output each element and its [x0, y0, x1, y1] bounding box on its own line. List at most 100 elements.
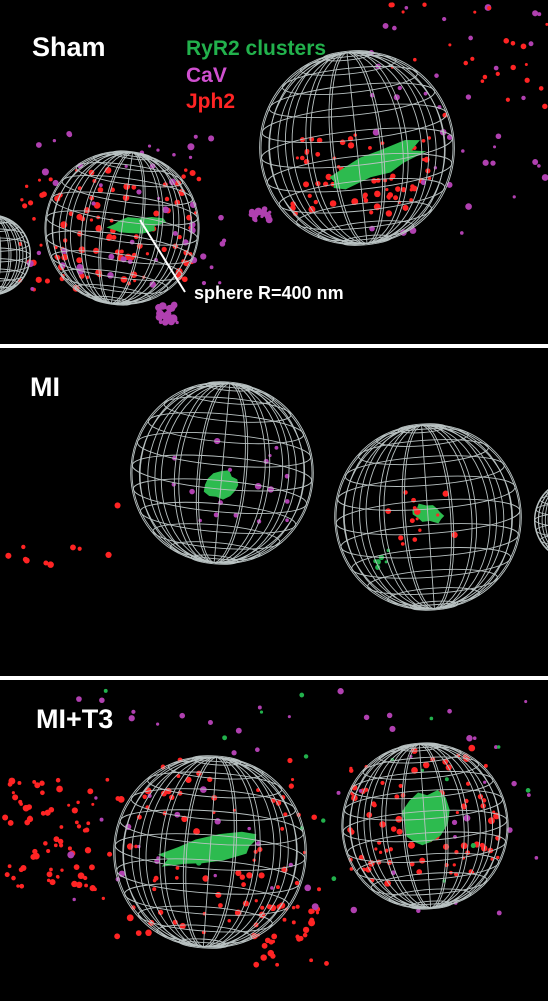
dot — [25, 185, 28, 188]
dot — [308, 919, 315, 926]
dot — [90, 885, 96, 891]
dot — [351, 907, 357, 913]
dot — [104, 689, 108, 693]
legend-entry: Jph2 — [186, 90, 235, 113]
dot — [398, 535, 403, 540]
dot — [43, 841, 48, 846]
dot — [493, 145, 496, 148]
dot — [252, 217, 257, 222]
dot — [107, 852, 112, 857]
dot — [76, 801, 79, 804]
dot — [46, 849, 50, 853]
dot — [275, 963, 279, 967]
dot — [8, 778, 15, 785]
dot — [241, 882, 246, 887]
dot — [526, 788, 531, 793]
dot — [24, 558, 30, 564]
dot — [410, 518, 415, 523]
dot — [240, 874, 245, 879]
dot — [389, 726, 395, 732]
dot — [260, 906, 264, 910]
dot — [115, 502, 121, 508]
dot — [299, 693, 304, 698]
dot — [20, 198, 23, 201]
dot — [19, 867, 24, 872]
dot — [330, 200, 337, 207]
dot — [461, 149, 465, 153]
dot — [89, 864, 95, 870]
dot — [32, 780, 36, 784]
dot — [262, 943, 268, 949]
dot — [285, 518, 289, 522]
dot — [529, 41, 534, 46]
dot — [127, 914, 134, 921]
dot — [511, 65, 516, 70]
dot — [39, 781, 44, 786]
dot — [383, 23, 389, 29]
dot — [448, 43, 451, 46]
dot — [447, 134, 453, 140]
dot — [185, 777, 191, 783]
dot — [487, 6, 491, 10]
dot — [47, 871, 53, 877]
dot — [68, 846, 72, 850]
dot — [379, 821, 385, 827]
legend-entry: RyR2 clusters — [186, 37, 326, 60]
legend-entry: CaV — [186, 64, 227, 87]
dot — [78, 547, 82, 551]
dot — [8, 864, 12, 868]
dot — [222, 238, 226, 242]
dot — [263, 213, 266, 216]
dot — [187, 143, 194, 150]
dot — [30, 287, 34, 291]
dot — [105, 552, 111, 558]
dot — [542, 104, 547, 109]
dot — [496, 72, 500, 76]
dot — [156, 310, 164, 318]
dot — [12, 794, 18, 800]
dot — [218, 903, 223, 908]
dot — [387, 192, 393, 198]
dot — [525, 78, 530, 83]
dot — [260, 954, 266, 960]
dot — [76, 696, 82, 702]
dot — [142, 795, 147, 800]
dot — [42, 168, 49, 175]
dot — [292, 906, 296, 910]
dot — [296, 936, 302, 942]
dot — [349, 768, 353, 772]
dot — [423, 762, 429, 768]
annotation: sphere R=400 nm — [194, 283, 344, 303]
dot — [152, 887, 156, 891]
dot — [527, 793, 531, 797]
dot — [287, 758, 292, 763]
dot — [58, 839, 64, 845]
dot — [292, 920, 296, 924]
dot — [182, 276, 188, 282]
dot — [331, 876, 336, 881]
dot — [32, 849, 37, 854]
dot — [255, 747, 260, 752]
dot — [18, 800, 22, 804]
dot — [391, 826, 397, 832]
dot — [513, 195, 516, 198]
dot — [521, 44, 527, 50]
dot — [374, 847, 377, 850]
dot — [315, 152, 320, 157]
dot — [91, 201, 95, 205]
dot — [105, 778, 109, 782]
dot — [156, 723, 159, 726]
dot — [496, 133, 502, 139]
dot — [436, 513, 439, 516]
dot — [156, 148, 159, 151]
dot — [218, 215, 224, 221]
dot — [363, 198, 368, 203]
dot — [98, 187, 104, 193]
dot — [285, 499, 290, 504]
dot — [466, 735, 472, 741]
dot — [304, 754, 308, 758]
dot — [121, 276, 128, 283]
dot — [146, 252, 149, 255]
dot — [481, 79, 485, 83]
dot — [181, 174, 185, 178]
